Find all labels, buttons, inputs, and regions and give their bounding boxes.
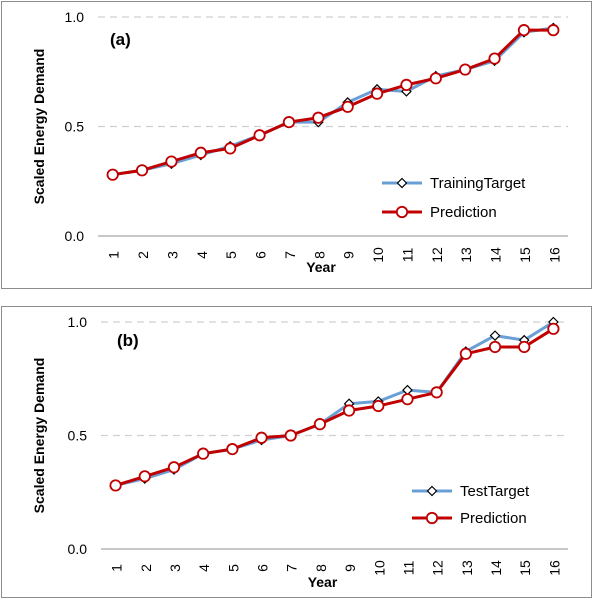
data-point-circle: [429, 72, 442, 85]
x-tick-label: 16: [546, 247, 562, 263]
data-point-circle: [488, 52, 501, 65]
legend-marker-circle: [395, 205, 409, 219]
data-point-circle: [284, 429, 297, 442]
data-point-circle: [459, 347, 472, 360]
x-tick-label: 6: [253, 251, 269, 259]
x-tick-label: 15: [517, 560, 533, 576]
series-line-prediction: [112, 28, 554, 177]
data-point-circle: [312, 111, 325, 124]
data-point-circle: [226, 443, 239, 456]
y-tick-label: 1.0: [65, 9, 85, 25]
x-tick-label: 11: [400, 561, 416, 576]
data-point-circle: [370, 87, 384, 100]
x-tick-label: 1: [109, 564, 125, 572]
data-point-circle: [517, 24, 531, 37]
legend-label: Prediction: [460, 510, 527, 527]
legend-label: Prediction: [430, 204, 497, 221]
x-tick-label: 8: [311, 251, 327, 259]
data-point-circle: [135, 164, 149, 177]
data-point-circle: [255, 431, 268, 444]
data-point-circle: [138, 470, 151, 483]
legend-label: TrainingTarget: [430, 175, 526, 192]
data-point-circle: [342, 404, 356, 417]
x-axis-title: Year: [306, 259, 336, 275]
x-tick-label: 9: [342, 564, 358, 572]
chart-a-svg: 0.00.51.01 2 3 4 5 6 7 8 9 10 11 12 13 14 15 16YearScal…: [31, 9, 568, 275]
y-axis-title: Scaled Energy Demand: [31, 358, 47, 514]
data-point-circle: [341, 100, 354, 113]
x-tick-label: 7: [282, 251, 298, 259]
x-tick-label: 2: [135, 251, 151, 259]
y-tick-label: 0.5: [68, 428, 88, 444]
y-tick-label: 0.0: [68, 541, 88, 557]
x-axis-title: Year: [308, 574, 338, 590]
x-tick-label: 3: [167, 564, 183, 572]
x-tick-label: 7: [284, 564, 300, 572]
y-axis-title: Scaled Energy Demand: [31, 49, 47, 205]
panel-label: (b): [117, 331, 139, 350]
data-point-circle: [430, 386, 443, 399]
series-line-testtarget: [115, 320, 555, 487]
legend-marker-diamond: [426, 485, 438, 497]
x-tick-label: 14: [488, 247, 504, 263]
chart-panel-a: 0.0 0.5 1.0 1 2 3 4 5 6 7 8 9 10 11 12 13 14 15 16 Year Scal…: [1, 1, 592, 289]
legend-marker-diamond: [396, 177, 408, 189]
legend-label: TestTarget: [460, 483, 530, 500]
data-point-circle: [165, 155, 178, 168]
data-point-circle: [547, 24, 560, 37]
data-point-diamond: [489, 330, 501, 341]
data-point-circle: [400, 78, 413, 91]
legend-marker-circle: [425, 511, 439, 525]
data-point-circle: [518, 340, 531, 354]
data-point-circle: [197, 447, 210, 460]
data-point-circle: [109, 479, 122, 492]
x-tick-label: 10: [371, 560, 387, 576]
x-tick-label: 2: [138, 564, 154, 572]
data-point-circle: [313, 418, 327, 431]
series-line-trainingtarget: [112, 26, 554, 177]
x-tick-label: 3: [164, 251, 180, 259]
x-tick-label: 12: [430, 560, 446, 576]
data-point-circle: [401, 393, 414, 406]
y-tick-label: 1.0: [68, 314, 88, 330]
x-tick-label: 8: [313, 564, 329, 572]
data-point-circle: [106, 168, 119, 181]
x-tick-label: 16: [546, 560, 562, 576]
data-point-circle: [547, 322, 560, 335]
data-point-circle: [372, 399, 385, 413]
x-tick-label: 15: [517, 247, 533, 263]
x-tick-label: 1: [106, 251, 122, 259]
x-tick-label: 13: [458, 247, 474, 263]
y-tick-label: 0.0: [65, 228, 85, 244]
data-point-circle: [167, 461, 181, 474]
data-point-circle: [459, 63, 472, 76]
x-tick-label: 11: [399, 248, 415, 263]
data-point-circle: [253, 129, 266, 142]
x-tick-label: 4: [194, 251, 210, 259]
series-line-prediction: [115, 327, 555, 487]
x-tick-label: 5: [223, 251, 239, 259]
chart-b-svg: 0.00.51.01 2 3 4 5 6 7 8 9 10 11 12 13 14 15 16YearScal…: [31, 314, 568, 590]
y-tick-label: 0.5: [65, 119, 85, 135]
x-tick-label: 10: [370, 247, 386, 263]
x-tick-label: 4: [196, 564, 212, 572]
x-tick-label: 9: [341, 251, 357, 259]
x-tick-label: 6: [255, 564, 271, 572]
data-point-circle: [282, 116, 296, 129]
data-point-circle: [488, 340, 502, 354]
chart-panel-b: 0.0 0.5 1.0 1 2 3 4 5 6 7 8 9 10 11 12 13 14 15 16 Year Scal…: [1, 306, 592, 598]
x-tick-label: 13: [459, 560, 475, 576]
x-tick-label: 12: [429, 247, 445, 263]
data-point-circle: [224, 142, 237, 155]
x-tick-label: 5: [225, 564, 241, 572]
panel-label: (a): [110, 30, 131, 49]
data-point-circle: [194, 146, 207, 159]
x-tick-label: 14: [488, 560, 504, 576]
